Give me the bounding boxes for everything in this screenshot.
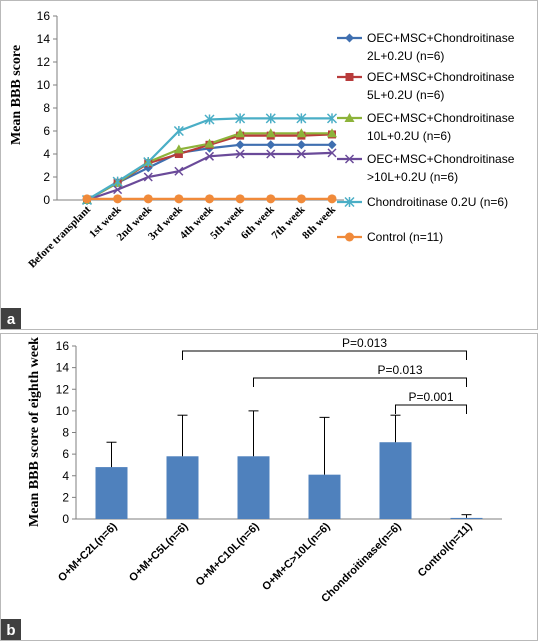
y-tick-label: 4 (62, 469, 69, 483)
y-tick-label: 16 (56, 339, 70, 353)
legend-label: OEC+MSC+Chondroitinase (367, 152, 515, 166)
legend-label: OEC+MSC+Chondroitinase (367, 70, 515, 84)
data-point (327, 194, 337, 204)
y-tick-label: 12 (56, 382, 70, 396)
p-value-label: P=0.013 (342, 336, 387, 350)
data-point (235, 140, 245, 150)
legend-marker (345, 73, 354, 81)
y-tick-label: 0 (43, 193, 50, 207)
significance-bracket (253, 377, 467, 387)
significance-bracket (182, 350, 467, 360)
panel-b-label-box (1, 619, 21, 640)
panel-a-label-box (1, 308, 21, 329)
panel-b-letter: b (6, 622, 15, 639)
y-axis-title: Mean BBB score (9, 45, 24, 145)
panel-a-legend: OEC+MSC+Chondroitinase 2L+0.2U (n=6) OEC+M… (337, 31, 515, 244)
data-point (235, 149, 245, 159)
data-point (266, 140, 276, 150)
significance-bracket (395, 404, 467, 414)
data-point (296, 128, 307, 138)
data-point (235, 128, 246, 138)
data-point (265, 113, 276, 124)
legend-marker (344, 154, 355, 164)
bar (379, 442, 412, 519)
y-tick-label: 8 (62, 426, 69, 440)
y-tick-label: 12 (37, 55, 51, 69)
data-point (143, 157, 154, 168)
panel-a-letter: a (7, 311, 16, 328)
y-tick-label: 10 (56, 404, 70, 418)
data-point (174, 166, 184, 176)
y-tick-label: 14 (56, 361, 70, 375)
data-point (235, 113, 246, 124)
y-tick-label: 2 (43, 170, 50, 184)
legend-marker (344, 113, 355, 122)
data-point (143, 172, 153, 182)
y-tick-label: 16 (37, 9, 51, 23)
legend-label: OEC+MSC+Chondroitinase (367, 31, 515, 45)
data-point (204, 138, 215, 148)
y-tick-label: 10 (37, 78, 51, 92)
data-point (174, 194, 184, 204)
data-point (143, 194, 153, 204)
bar (237, 456, 270, 519)
bar (450, 517, 483, 519)
p-value-label: P=0.001 (408, 390, 453, 404)
y-tick-label: 6 (43, 124, 50, 138)
data-point (326, 113, 338, 124)
data-point (266, 194, 276, 204)
y-tick-label: 0 (62, 512, 69, 526)
p-value-label: P=0.013 (377, 363, 422, 377)
y-tick-label: 6 (62, 447, 69, 461)
legend-label: OEC+MSC+Chondroitinase (367, 111, 515, 125)
data-point (173, 125, 184, 137)
data-point (174, 150, 183, 158)
data-point (82, 194, 92, 204)
legend-label: 10L+0.2U (n=6) (367, 129, 451, 143)
bar (95, 467, 128, 519)
legend-marker (345, 232, 354, 242)
legend-label: 2L+0.2U (n=6) (367, 49, 444, 63)
data-point (327, 140, 337, 150)
data-point (113, 185, 123, 195)
legend-marker (344, 196, 355, 208)
legend-label: >10L+0.2U (n=6) (367, 170, 458, 184)
panel-a-frame (0, 0, 538, 330)
legend-label: 5L+0.2U (n=6) (367, 88, 444, 102)
y-axis-title: Mean BBB score of eighth week (27, 337, 42, 527)
legend-label: Chondroitinase 0.2U (n=6) (367, 195, 508, 209)
data-point (112, 176, 123, 187)
data-point (235, 194, 245, 204)
y-tick-label: 14 (37, 32, 51, 46)
y-tick-label: 8 (43, 101, 50, 115)
y-tick-label: 4 (43, 147, 50, 161)
data-point (113, 194, 123, 204)
data-point (327, 128, 337, 138)
data-point (327, 148, 337, 158)
y-tick-label: 2 (62, 490, 69, 504)
data-point (204, 151, 215, 161)
bar (308, 474, 341, 519)
data-point (296, 140, 306, 150)
data-point (173, 144, 184, 154)
data-point (266, 149, 276, 159)
bar (166, 456, 199, 519)
data-point (296, 149, 306, 159)
data-point (265, 128, 276, 138)
data-point (204, 114, 215, 125)
legend-label: Control (n=11) (367, 230, 443, 244)
data-point (296, 194, 306, 204)
legend-marker (345, 33, 354, 43)
data-point (296, 113, 307, 124)
data-point (205, 194, 214, 204)
